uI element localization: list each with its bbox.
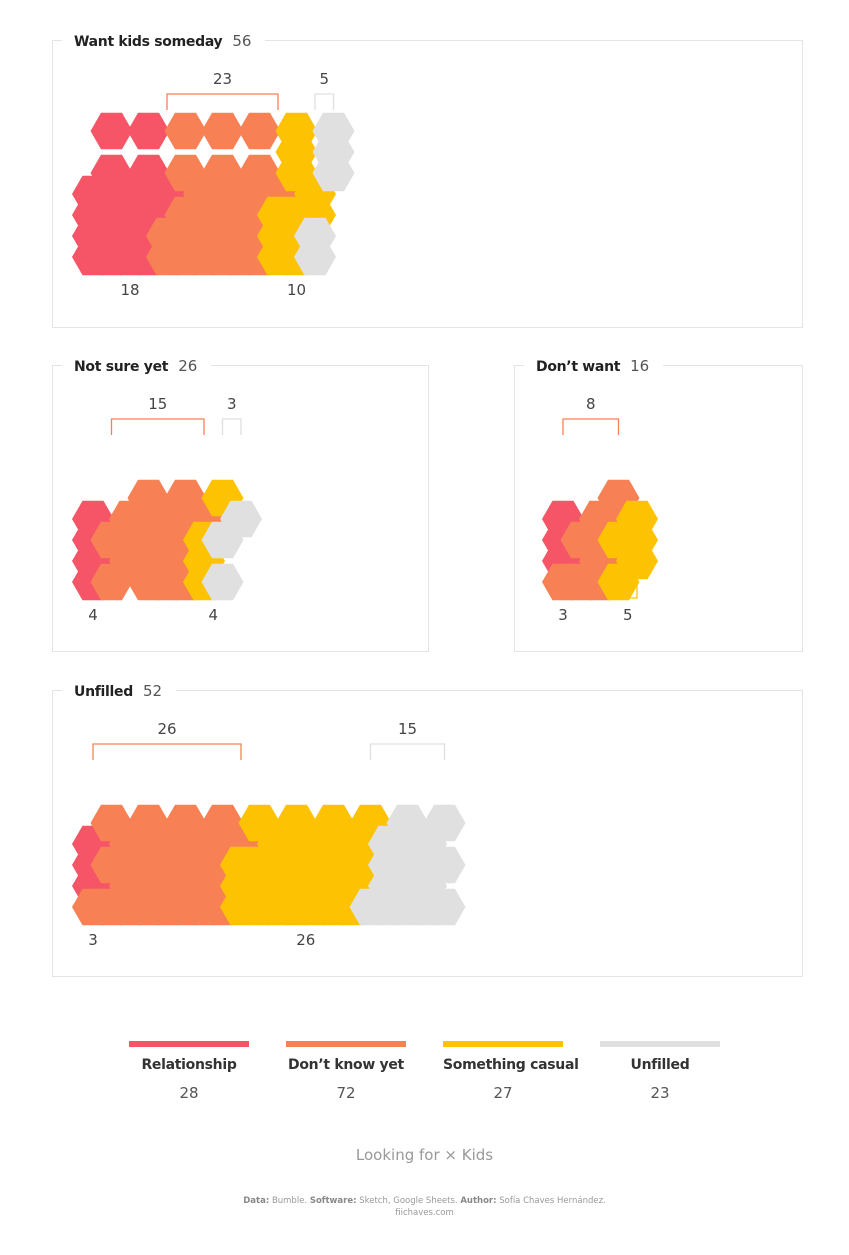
hex-casual <box>616 542 658 580</box>
legend-item-unfilled: Unfilled 23 <box>600 1041 720 1102</box>
hex-dont_know <box>238 112 281 150</box>
group-count-label: 5 <box>623 606 633 624</box>
hex-unfilled <box>294 238 336 276</box>
group-bracket <box>92 743 242 760</box>
panel-title-text: Not sure yet <box>74 359 169 375</box>
panel-title: Not sure yet 26 <box>62 356 212 377</box>
waffle-want: 18 23 10 5 <box>72 70 355 299</box>
panel-count: 56 <box>232 32 252 50</box>
group-bracket <box>166 93 279 110</box>
legend-item-dont-know-yet: Don’t know yet 72 <box>286 1041 406 1102</box>
legend-swatch <box>129 1041 249 1047</box>
credits-software-value: Sketch, Google Sheets. <box>359 1196 458 1206</box>
legend-value: 28 <box>179 1084 199 1102</box>
group-bracket <box>369 743 446 760</box>
credits: Data: Bumble. Software: Sketch, Google S… <box>0 1195 849 1219</box>
panel-title-text: Unfilled <box>74 684 133 700</box>
group-count-label: 3 <box>558 606 568 624</box>
legend-value: 23 <box>650 1084 670 1102</box>
panel-unfilled: Unfilled 52 <box>52 681 803 977</box>
legend-value: 72 <box>336 1084 356 1102</box>
group-count-label: 26 <box>296 931 315 949</box>
credits-author-value: Sofía Chaves Hernández. <box>499 1196 606 1206</box>
group-count-label: 4 <box>88 606 98 624</box>
credits-software-label: Software: <box>309 1196 357 1206</box>
legend-label: Relationship <box>141 1057 237 1073</box>
panel-title: Don’t want 16 <box>524 356 664 377</box>
group-count-label: 15 <box>398 720 417 738</box>
hex-unfilled <box>201 563 244 601</box>
panel-not-sure-yet: Not sure yet 26 <box>52 356 429 652</box>
group-count-label: 23 <box>213 70 232 88</box>
group-bracket <box>617 582 638 599</box>
hex-unfilled <box>423 804 466 842</box>
group-bracket <box>110 418 205 435</box>
waffle-dontwant: 3 8 5 <box>542 395 658 624</box>
legend-value: 27 <box>493 1084 513 1102</box>
legend-swatch <box>443 1041 563 1047</box>
group-count-label: 3 <box>88 931 98 949</box>
group-count-label: 4 <box>209 606 219 624</box>
group-count-label: 8 <box>586 395 596 413</box>
panel-count: 52 <box>142 682 163 700</box>
panel-title: Unfilled 52 <box>62 681 177 702</box>
group-bracket <box>562 418 620 435</box>
group-count-label: 26 <box>157 720 176 738</box>
hex-unfilled <box>423 888 466 926</box>
group-count-label: 18 <box>120 281 139 299</box>
legend-label: Something casual <box>443 1057 579 1073</box>
panel-title-text: Don’t want <box>536 359 621 375</box>
credits-data-label: Data: <box>243 1196 270 1206</box>
legend-swatch <box>600 1041 720 1047</box>
panel-count: 16 <box>630 357 650 375</box>
panel-title: Want kids someday 56 <box>62 31 266 52</box>
waffle-notsure: 4 15 4 3 <box>72 395 262 624</box>
group-count-label: 3 <box>227 395 237 413</box>
panel-title-text: Want kids someday <box>74 34 223 50</box>
group-count-label: 15 <box>148 395 167 413</box>
legend-item-relationship: Relationship 28 <box>129 1041 249 1102</box>
hex-dont_know <box>201 112 244 150</box>
panel-count: 26 <box>178 357 198 375</box>
group-count-label: 5 <box>320 70 330 88</box>
hex-unfilled <box>220 500 262 538</box>
group-bracket <box>314 93 335 110</box>
panel-want-kids-someday: Want kids someday 56 <box>52 31 803 328</box>
credits-author-label: Author: <box>460 1196 497 1206</box>
legend-label: Don’t know yet <box>288 1057 404 1073</box>
hex-relationship <box>127 112 170 150</box>
hex-dont_know <box>164 112 207 150</box>
footer-title: Looking for × Kids <box>355 1146 494 1164</box>
panel-dont-want: Don’t want 16 <box>514 356 803 652</box>
legend-swatch <box>286 1041 406 1047</box>
waffle-unfilled: 3 26 26 15 <box>72 720 466 949</box>
group-bracket <box>221 418 242 435</box>
legend-item-something-casual: Something casual 27 <box>443 1041 579 1102</box>
hex-relationship <box>90 112 133 150</box>
hex-unfilled <box>312 154 355 192</box>
legend-label: Unfilled <box>630 1057 690 1073</box>
hex-unfilled <box>423 846 466 884</box>
credits-site: fiichaves.com <box>395 1208 454 1218</box>
group-count-label: 10 <box>287 281 306 299</box>
credits-data-value: Bumble. <box>271 1196 308 1206</box>
